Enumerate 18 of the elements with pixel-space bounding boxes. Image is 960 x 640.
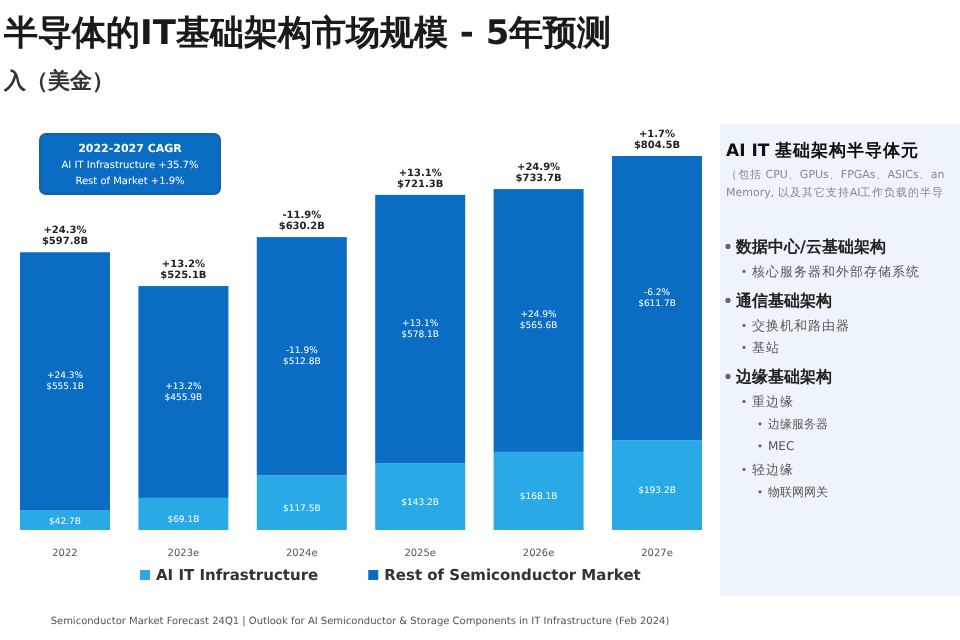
bar: [493, 189, 584, 452]
bar: [138, 286, 229, 498]
chart-title: 半导体的IT基础架构市场规模 - 5年预测: [2, 14, 612, 54]
text: 通信基础架构: [734, 292, 832, 310]
bar: [612, 440, 702, 530]
bar: [138, 497, 229, 530]
text: 边缘基础架构: [734, 368, 832, 386]
bar: [493, 451, 584, 530]
bar: [375, 194, 466, 464]
chart-subtitle: 入（美金）: [2, 68, 114, 94]
bar: [256, 237, 347, 476]
bar: [256, 475, 347, 530]
text: AI IT 基础架构半导体元: [726, 140, 920, 162]
bar: [20, 510, 110, 530]
text: 数据中心/云基础架构: [734, 236, 886, 256]
bar: [375, 463, 466, 530]
bar: [612, 156, 702, 441]
bar: [20, 252, 110, 511]
